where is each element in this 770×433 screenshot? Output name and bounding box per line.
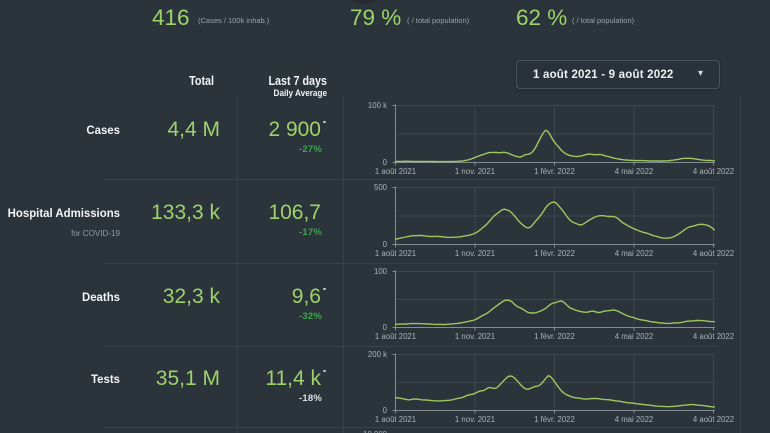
x-axis-tick-label: 4 mai 2022 [615, 332, 654, 341]
x-axis-tick-label: 1 août 2021 [375, 415, 416, 424]
column-header-daily-average: Daily Average [273, 88, 327, 99]
table-row-tests: Tests 35,1 M 11,4 k -18% [0, 346, 770, 427]
row-label-text: Tests [91, 371, 120, 386]
daily-average-text: 2 900 [268, 117, 321, 141]
row-label-text: Cases [86, 122, 120, 137]
chart-line-tests [394, 374, 715, 408]
column-header-total: Total [189, 74, 214, 88]
x-axis-tick-label: 1 nov. 2021 [455, 167, 495, 176]
total-value-tests: 35,1 M [120, 367, 220, 407]
date-range-selector[interactable]: 1 août 2021 - 9 août 2022 ▾ [516, 60, 720, 89]
vertical-divider-1 [237, 96, 238, 433]
daily-average-line: 106,7 [221, 201, 321, 225]
row-divider-2 [104, 263, 718, 264]
total-value-text: 133,3 k [151, 201, 220, 224]
total-value-cases: 4,4 M [120, 118, 220, 158]
x-axis-tick-label: 1 nov. 2021 [455, 415, 495, 424]
row-label-cases: Cases [0, 118, 120, 158]
stat-boosted-pct-unit: ( / total population) [572, 16, 635, 25]
chart-line-hospital-admissions [394, 201, 715, 240]
row-sublabel-text: for COVID-19 [71, 228, 120, 238]
stat-vaccinated-pct-value: 79 % [350, 5, 402, 30]
row-label-deaths: Deaths [0, 285, 120, 325]
next-row-axis-max-label: 10 000 [287, 430, 387, 433]
x-axis-tick-label: 1 févr. 2022 [534, 415, 575, 424]
y-axis-max-label: 500 [374, 183, 388, 192]
x-axis-tick-label: 4 août 2022 [693, 415, 734, 424]
pct-change-text: -32% [299, 310, 322, 322]
top-partial-shape [352, 0, 376, 4]
stat-cases-per-100k-unit: (Cases / 100k inhab.) [198, 16, 270, 25]
column-header-last7days: Last 7 days [268, 74, 327, 88]
y-axis-zero-label: 0 [383, 158, 388, 167]
total-value-text: 35,1 M [155, 366, 220, 390]
x-axis-tick-label: 4 mai 2022 [615, 415, 654, 424]
x-axis-tick-label: 1 févr. 2022 [534, 332, 575, 341]
x-axis-tick-label: 1 août 2021 [375, 167, 416, 176]
y-axis-max-label: 100 k [368, 101, 387, 110]
row-divider-4 [104, 427, 718, 428]
daily-average-cases: 2 900 -27% [221, 117, 326, 158]
row-label-tests: Tests [0, 367, 120, 407]
total-value-hospital-admissions: 133,3 k [120, 201, 220, 241]
pct-change-text: -17% [299, 227, 322, 238]
x-axis-tick-label: 4 mai 2022 [615, 249, 654, 258]
chart-line-deaths [394, 299, 715, 326]
daily-average-line: 11,4 k [221, 366, 326, 391]
footnote-dot-icon [323, 287, 326, 291]
footnote-dot-icon [323, 120, 326, 124]
daily-average-text: 11,4 k [265, 366, 321, 390]
y-axis-zero-label: 0 [383, 240, 388, 249]
x-axis-tick-label: 4 août 2022 [693, 167, 734, 176]
stat-vaccinated-pct-unit: ( / total population) [407, 16, 470, 25]
date-range-label: 1 août 2021 - 9 août 2022 [533, 68, 674, 81]
daily-average-text: 106,7 [268, 201, 321, 224]
y-axis-zero-label: 0 [383, 406, 388, 415]
x-axis-tick-label: 4 mai 2022 [615, 167, 654, 176]
daily-average-line: 9,6 [221, 284, 326, 309]
row-divider-1 [104, 179, 718, 180]
x-axis-tick-label: 1 févr. 2022 [534, 249, 575, 258]
pct-change-text: -18% [299, 392, 322, 404]
daily-average-tests: 11,4 k -18% [221, 366, 326, 407]
pct-change-text: -27% [299, 143, 322, 155]
total-value-text: 32,3 k [162, 284, 220, 308]
row-label-text: Deaths [81, 289, 120, 304]
daily-average-line: 2 900 [221, 117, 326, 142]
stat-boosted-pct-value: 62 % [516, 5, 568, 30]
daily-average-text: 9,6 [291, 284, 321, 308]
total-value-text: 4,4 M [167, 117, 220, 141]
x-axis-tick-label: 4 août 2022 [693, 332, 734, 341]
x-axis-tick-label: 1 nov. 2021 [455, 249, 495, 258]
x-axis-tick-label: 1 août 2021 [375, 332, 416, 341]
daily-average-deaths: 9,6 -32% [221, 284, 326, 325]
row-label-hospital-admissions: Hospital Admissions for COVID-19 [0, 201, 120, 241]
chevron-down-icon: ▾ [697, 68, 703, 79]
total-value-deaths: 32,3 k [120, 285, 220, 325]
x-axis-tick-label: 1 févr. 2022 [534, 167, 575, 176]
y-axis-zero-label: 0 [383, 323, 388, 332]
stat-cases-per-100k-value: 416 [152, 5, 190, 30]
x-axis-tick-label: 4 août 2022 [693, 249, 734, 258]
table-row-deaths: Deaths 32,3 k 9,6 -32% [0, 263, 770, 346]
vertical-divider-3 [740, 96, 741, 433]
x-axis-tick-label: 1 août 2021 [375, 249, 416, 258]
table-row-hospital-admissions: Hospital Admissions for COVID-19 133,3 k 10… [0, 179, 770, 263]
row-divider-3 [104, 346, 718, 347]
y-axis-max-label: 200 k [368, 350, 387, 359]
row-label-text: Hospital Admissions [7, 206, 121, 220]
daily-average-hospital-admissions: 106,7 -17% [221, 201, 321, 241]
table-row-cases: Cases 4,4 M 2 900 -27% [0, 96, 770, 179]
chart-line-cases [394, 129, 715, 163]
vertical-divider-2 [343, 96, 344, 433]
footnote-dot-icon [323, 369, 326, 373]
x-axis-tick-label: 1 nov. 2021 [455, 332, 495, 341]
y-axis-max-label: 100 [374, 267, 388, 276]
